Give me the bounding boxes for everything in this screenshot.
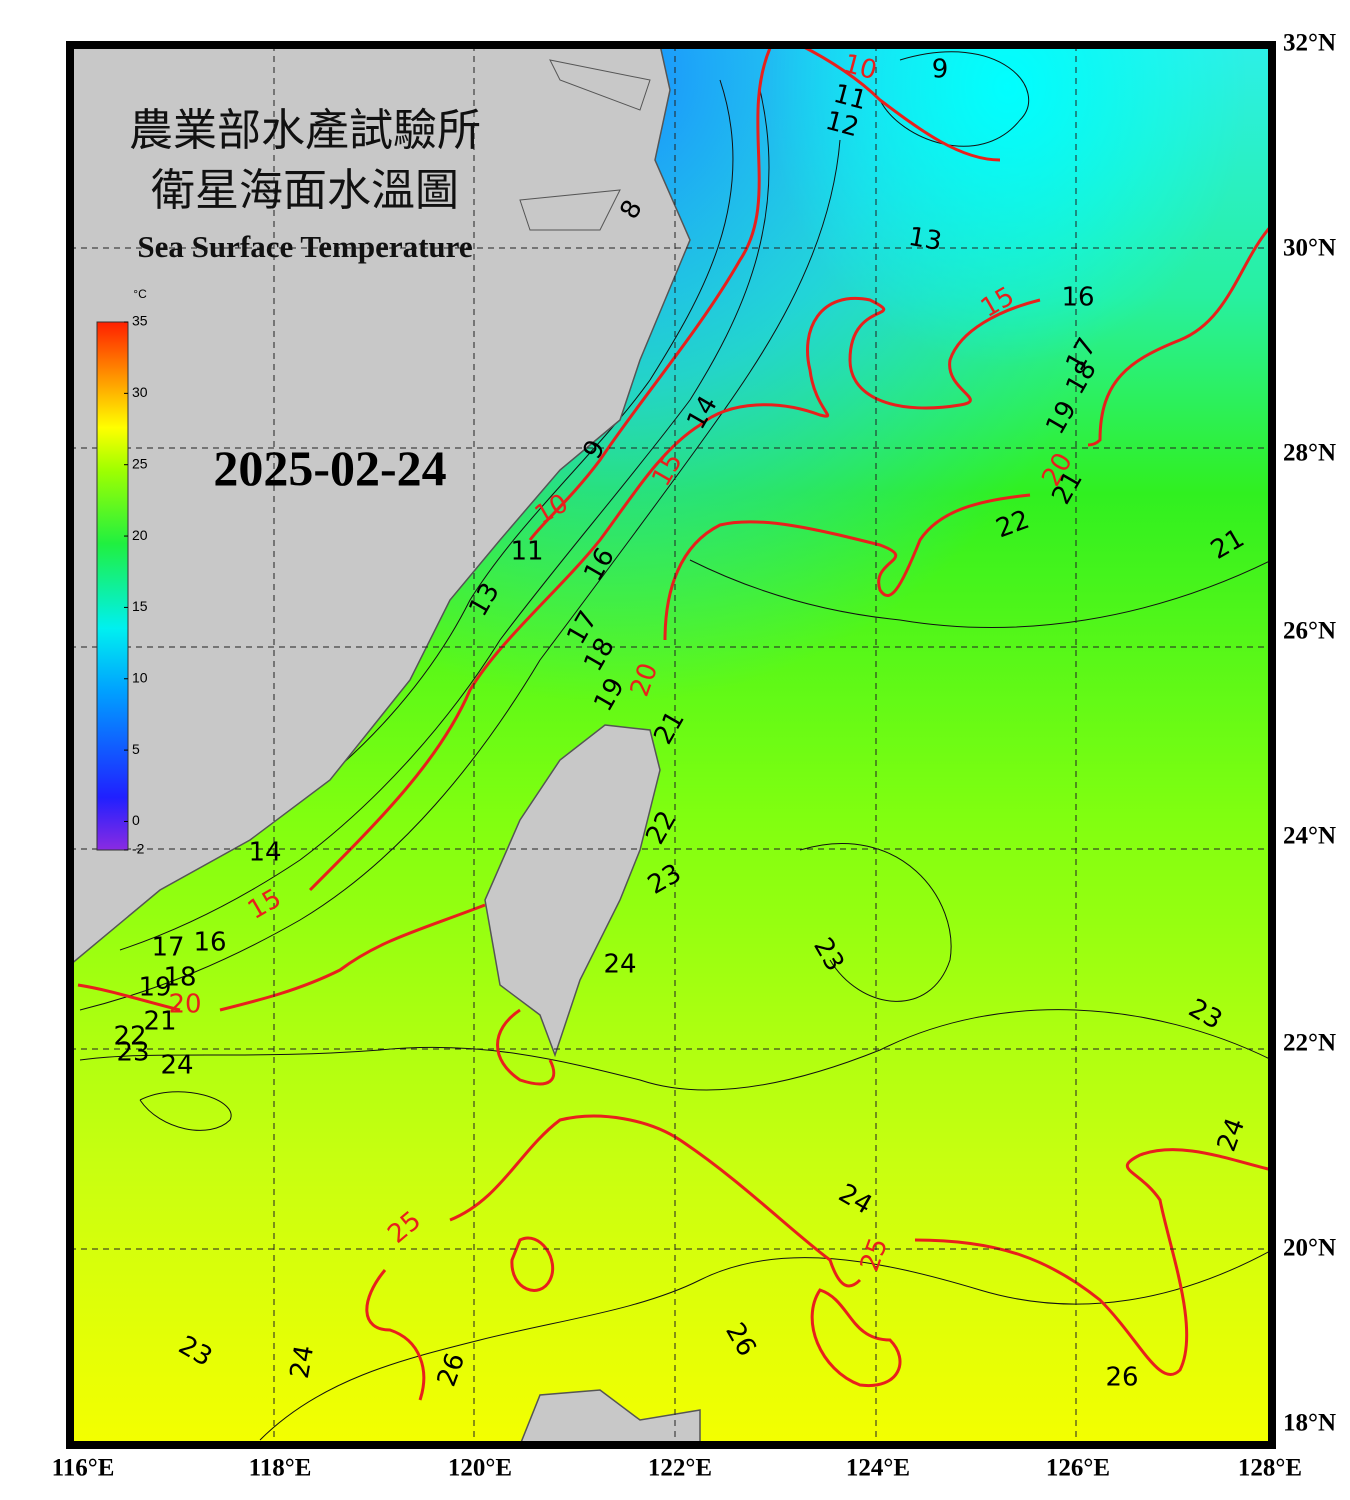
- land-taiwan: [484, 724, 661, 1058]
- isotherm-25: [449, 1114, 862, 1288]
- contour-label: 24: [603, 950, 636, 980]
- land-mainland: [70, 45, 691, 966]
- land-islands: [519, 59, 651, 231]
- latitude-label: 20°N: [1283, 1235, 1336, 1262]
- isotherm: [79, 1009, 1272, 1091]
- contour-label: 21: [143, 1007, 176, 1037]
- latitude-label: 30°N: [1283, 235, 1336, 262]
- isotherm-25: [510, 1236, 555, 1292]
- isotherm-25: [914, 1148, 1272, 1377]
- isotherm-25: [365, 1269, 426, 1401]
- longitude-label: 122°E: [648, 1455, 712, 1482]
- colorbar-tick-label: 10: [132, 669, 148, 685]
- contour-label: 14: [248, 838, 281, 868]
- isotherm-10: [528, 47, 772, 541]
- latitude-label: 28°N: [1283, 440, 1336, 467]
- contour-label: 22: [113, 1022, 146, 1052]
- contour-label: 16: [1061, 283, 1094, 313]
- latitude-label: 32°N: [1283, 30, 1336, 57]
- subtitle: 衛星海面水溫圖: [151, 165, 459, 216]
- isotherms: [79, 51, 1272, 1441]
- contour-label: 23: [116, 1038, 149, 1068]
- colorbar: [96, 321, 129, 851]
- contour-label: 18: [163, 963, 196, 993]
- isotherm-20: [77, 903, 486, 1012]
- isotherm: [139, 1091, 232, 1131]
- isotherm: [269, 79, 734, 821]
- map-frame: [66, 41, 1276, 1449]
- isotherm-20: [663, 493, 1031, 641]
- contour-label: 9: [932, 55, 949, 85]
- contour-label: 16: [193, 928, 226, 958]
- isotherm-15: [308, 297, 1041, 892]
- colorbar-tick-label: 0: [132, 812, 140, 828]
- isotherm-25: [810, 1288, 902, 1388]
- longitude-label: 128°E: [1238, 1455, 1302, 1482]
- contour-label: 26: [1105, 1363, 1138, 1393]
- longitude-label: 124°E: [846, 1455, 910, 1482]
- longitude-label: 116°E: [52, 1455, 115, 1482]
- isotherm: [799, 843, 952, 1002]
- contour-label: 24: [160, 1051, 193, 1081]
- longitude-label: 120°E: [448, 1455, 512, 1482]
- title: 農業部水產試驗所: [129, 105, 481, 156]
- colorbar-tick-label: 5: [132, 741, 140, 757]
- graticule: [70, 45, 1272, 1445]
- isotherm-10: [799, 45, 1001, 162]
- contour-label: 24: [285, 1343, 320, 1381]
- date: 2025-02-24: [213, 440, 446, 496]
- contour-label: 20: [168, 990, 201, 1020]
- english-title: Sea Surface Temperature: [137, 229, 472, 264]
- colorbar-tick-label: 35: [132, 313, 148, 329]
- isotherm-25: [496, 1008, 556, 1086]
- latitude-label: 24°N: [1283, 823, 1336, 850]
- longitude-label: 126°E: [1046, 1455, 1110, 1482]
- contour-label: 13: [906, 222, 944, 257]
- isotherms-major: [77, 45, 1272, 1401]
- isotherm-20: [1087, 223, 1272, 447]
- latitude-label: 18°N: [1283, 1410, 1336, 1437]
- colorbar-tick-label: 15: [132, 598, 148, 614]
- isotherm: [79, 139, 841, 1011]
- colorbar-unit: °C: [133, 287, 147, 301]
- contour-label: 19: [138, 973, 171, 1003]
- contour-label: 17: [151, 933, 184, 963]
- isotherm: [879, 51, 1030, 147]
- colorbar-tick-label: 20: [132, 527, 148, 543]
- isotherm: [119, 89, 770, 951]
- isotherm: [259, 1249, 1272, 1441]
- latitude-label: 22°N: [1283, 1030, 1336, 1057]
- colorbar-tick-label: -2: [132, 841, 145, 857]
- isotherm: [689, 559, 1272, 628]
- contour-label: 11: [510, 537, 543, 567]
- colorbar-tick-label: 25: [132, 455, 148, 471]
- longitude-label: 118°E: [249, 1455, 312, 1482]
- latitude-label: 26°N: [1283, 618, 1336, 645]
- land-luzon: [519, 1389, 701, 1445]
- colorbar-tick-label: 30: [132, 384, 148, 400]
